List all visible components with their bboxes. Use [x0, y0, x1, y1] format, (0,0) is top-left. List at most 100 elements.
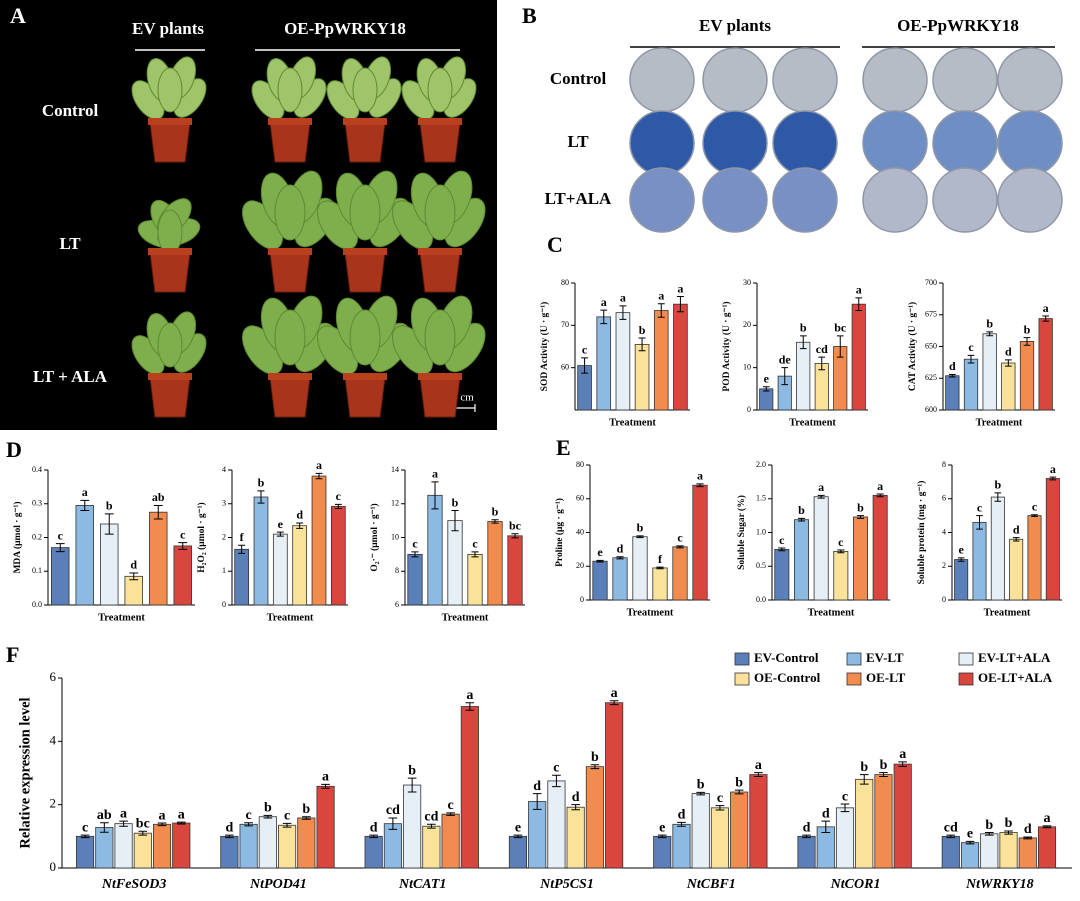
error-bar — [696, 791, 706, 796]
error-bar — [491, 519, 499, 524]
pot-rim — [148, 248, 192, 255]
x-tick-label: NtCAT1 — [398, 877, 446, 892]
bar — [982, 333, 997, 411]
bar — [152, 823, 172, 869]
y-tick-label: 4 — [222, 465, 226, 474]
bar — [278, 824, 297, 869]
significance-letter: b — [591, 750, 599, 765]
leaf-disc — [932, 110, 998, 176]
leaf-disc — [629, 167, 695, 233]
pot — [344, 121, 386, 163]
pot-rim — [343, 118, 387, 125]
error-bar — [99, 822, 109, 833]
significance-letter: b — [302, 802, 310, 817]
bar — [672, 546, 688, 601]
error-bar — [407, 777, 417, 793]
pot-rim — [148, 373, 192, 380]
significance-letter: c — [582, 343, 588, 357]
significance-letter: a — [677, 281, 683, 295]
significance-letter: c — [1032, 500, 1038, 514]
x-axis-label: Treatment — [609, 417, 656, 428]
bar — [691, 793, 710, 869]
bar — [960, 842, 980, 869]
x-axis-label: Treatment — [627, 607, 674, 618]
error-bar — [301, 816, 311, 820]
significance-letter: b — [264, 801, 272, 816]
error-bar — [976, 515, 983, 530]
error-bar — [876, 493, 884, 498]
bar — [672, 823, 691, 869]
error-bar — [80, 834, 90, 839]
significance-letter: b — [492, 505, 499, 519]
error-bar — [465, 702, 475, 711]
bar — [855, 778, 874, 869]
leaf-disc — [702, 47, 768, 113]
y-tick-label: 6 — [942, 494, 946, 503]
y-tick-label: 0.3 — [32, 499, 42, 508]
pot — [419, 376, 461, 418]
significance-letter: c — [553, 760, 559, 775]
bar — [460, 706, 479, 869]
significance-letter: a — [601, 295, 607, 309]
bar — [759, 388, 774, 411]
y-tick-label: 600 — [925, 405, 937, 414]
error-bar — [513, 834, 523, 839]
bar — [467, 553, 483, 606]
significance-letter: c — [842, 789, 848, 804]
significance-letter: a — [120, 806, 127, 821]
error-bar — [855, 297, 863, 312]
significance-letter: d — [949, 359, 956, 373]
bar — [1001, 362, 1016, 411]
legend-swatch — [734, 652, 750, 666]
error-bar — [879, 772, 888, 777]
legend-swatch — [958, 672, 974, 686]
leaf — [427, 67, 453, 113]
significance-letter: a — [818, 480, 824, 494]
bar — [954, 559, 969, 601]
column-header: EV plants — [699, 16, 771, 35]
significance-letter: e — [515, 820, 521, 835]
significance-letter: e — [764, 371, 770, 385]
y-tick-label: 1 — [222, 566, 226, 575]
bar — [874, 774, 893, 869]
y-tick-label: 0 — [580, 595, 584, 604]
error-bar — [754, 772, 763, 777]
legend-label: EV-LT — [866, 650, 904, 665]
x-tick-label: NtCOR1 — [830, 877, 881, 892]
significance-letter: b — [1005, 816, 1013, 831]
bar — [813, 496, 829, 601]
pot — [149, 376, 191, 418]
bar — [814, 363, 829, 411]
y-tick-label: 12 — [391, 499, 399, 508]
error-bar — [238, 544, 246, 554]
bar — [172, 822, 191, 869]
error-bar — [1049, 476, 1057, 481]
bar — [851, 303, 866, 411]
significance-letter: d — [296, 508, 303, 522]
significance-letter: c — [336, 489, 342, 503]
bar — [487, 521, 503, 606]
error-bar — [282, 822, 292, 828]
significance-letter: c — [677, 531, 683, 545]
x-tick-label: NtPOD41 — [249, 877, 307, 892]
y-tick-label: 80 — [576, 460, 584, 469]
leaf-disc — [772, 110, 838, 176]
bar — [124, 575, 143, 606]
bar — [999, 832, 1018, 869]
error-bar — [104, 513, 114, 535]
significance-letter: d — [1013, 522, 1020, 536]
bar — [652, 567, 668, 601]
leaf — [157, 67, 183, 113]
significance-letter: b — [798, 503, 805, 517]
significance-letter: d — [130, 558, 137, 572]
significance-letter: bc — [834, 321, 847, 335]
legend-swatch — [846, 672, 862, 686]
error-bar — [957, 557, 965, 562]
error-bar — [616, 556, 624, 560]
bar — [632, 536, 648, 601]
significance-letter: d — [617, 542, 624, 556]
y-tick-label: 0 — [50, 859, 57, 874]
error-bar — [781, 367, 789, 386]
bar — [585, 766, 604, 869]
x-axis-label: Treatment — [789, 417, 836, 428]
